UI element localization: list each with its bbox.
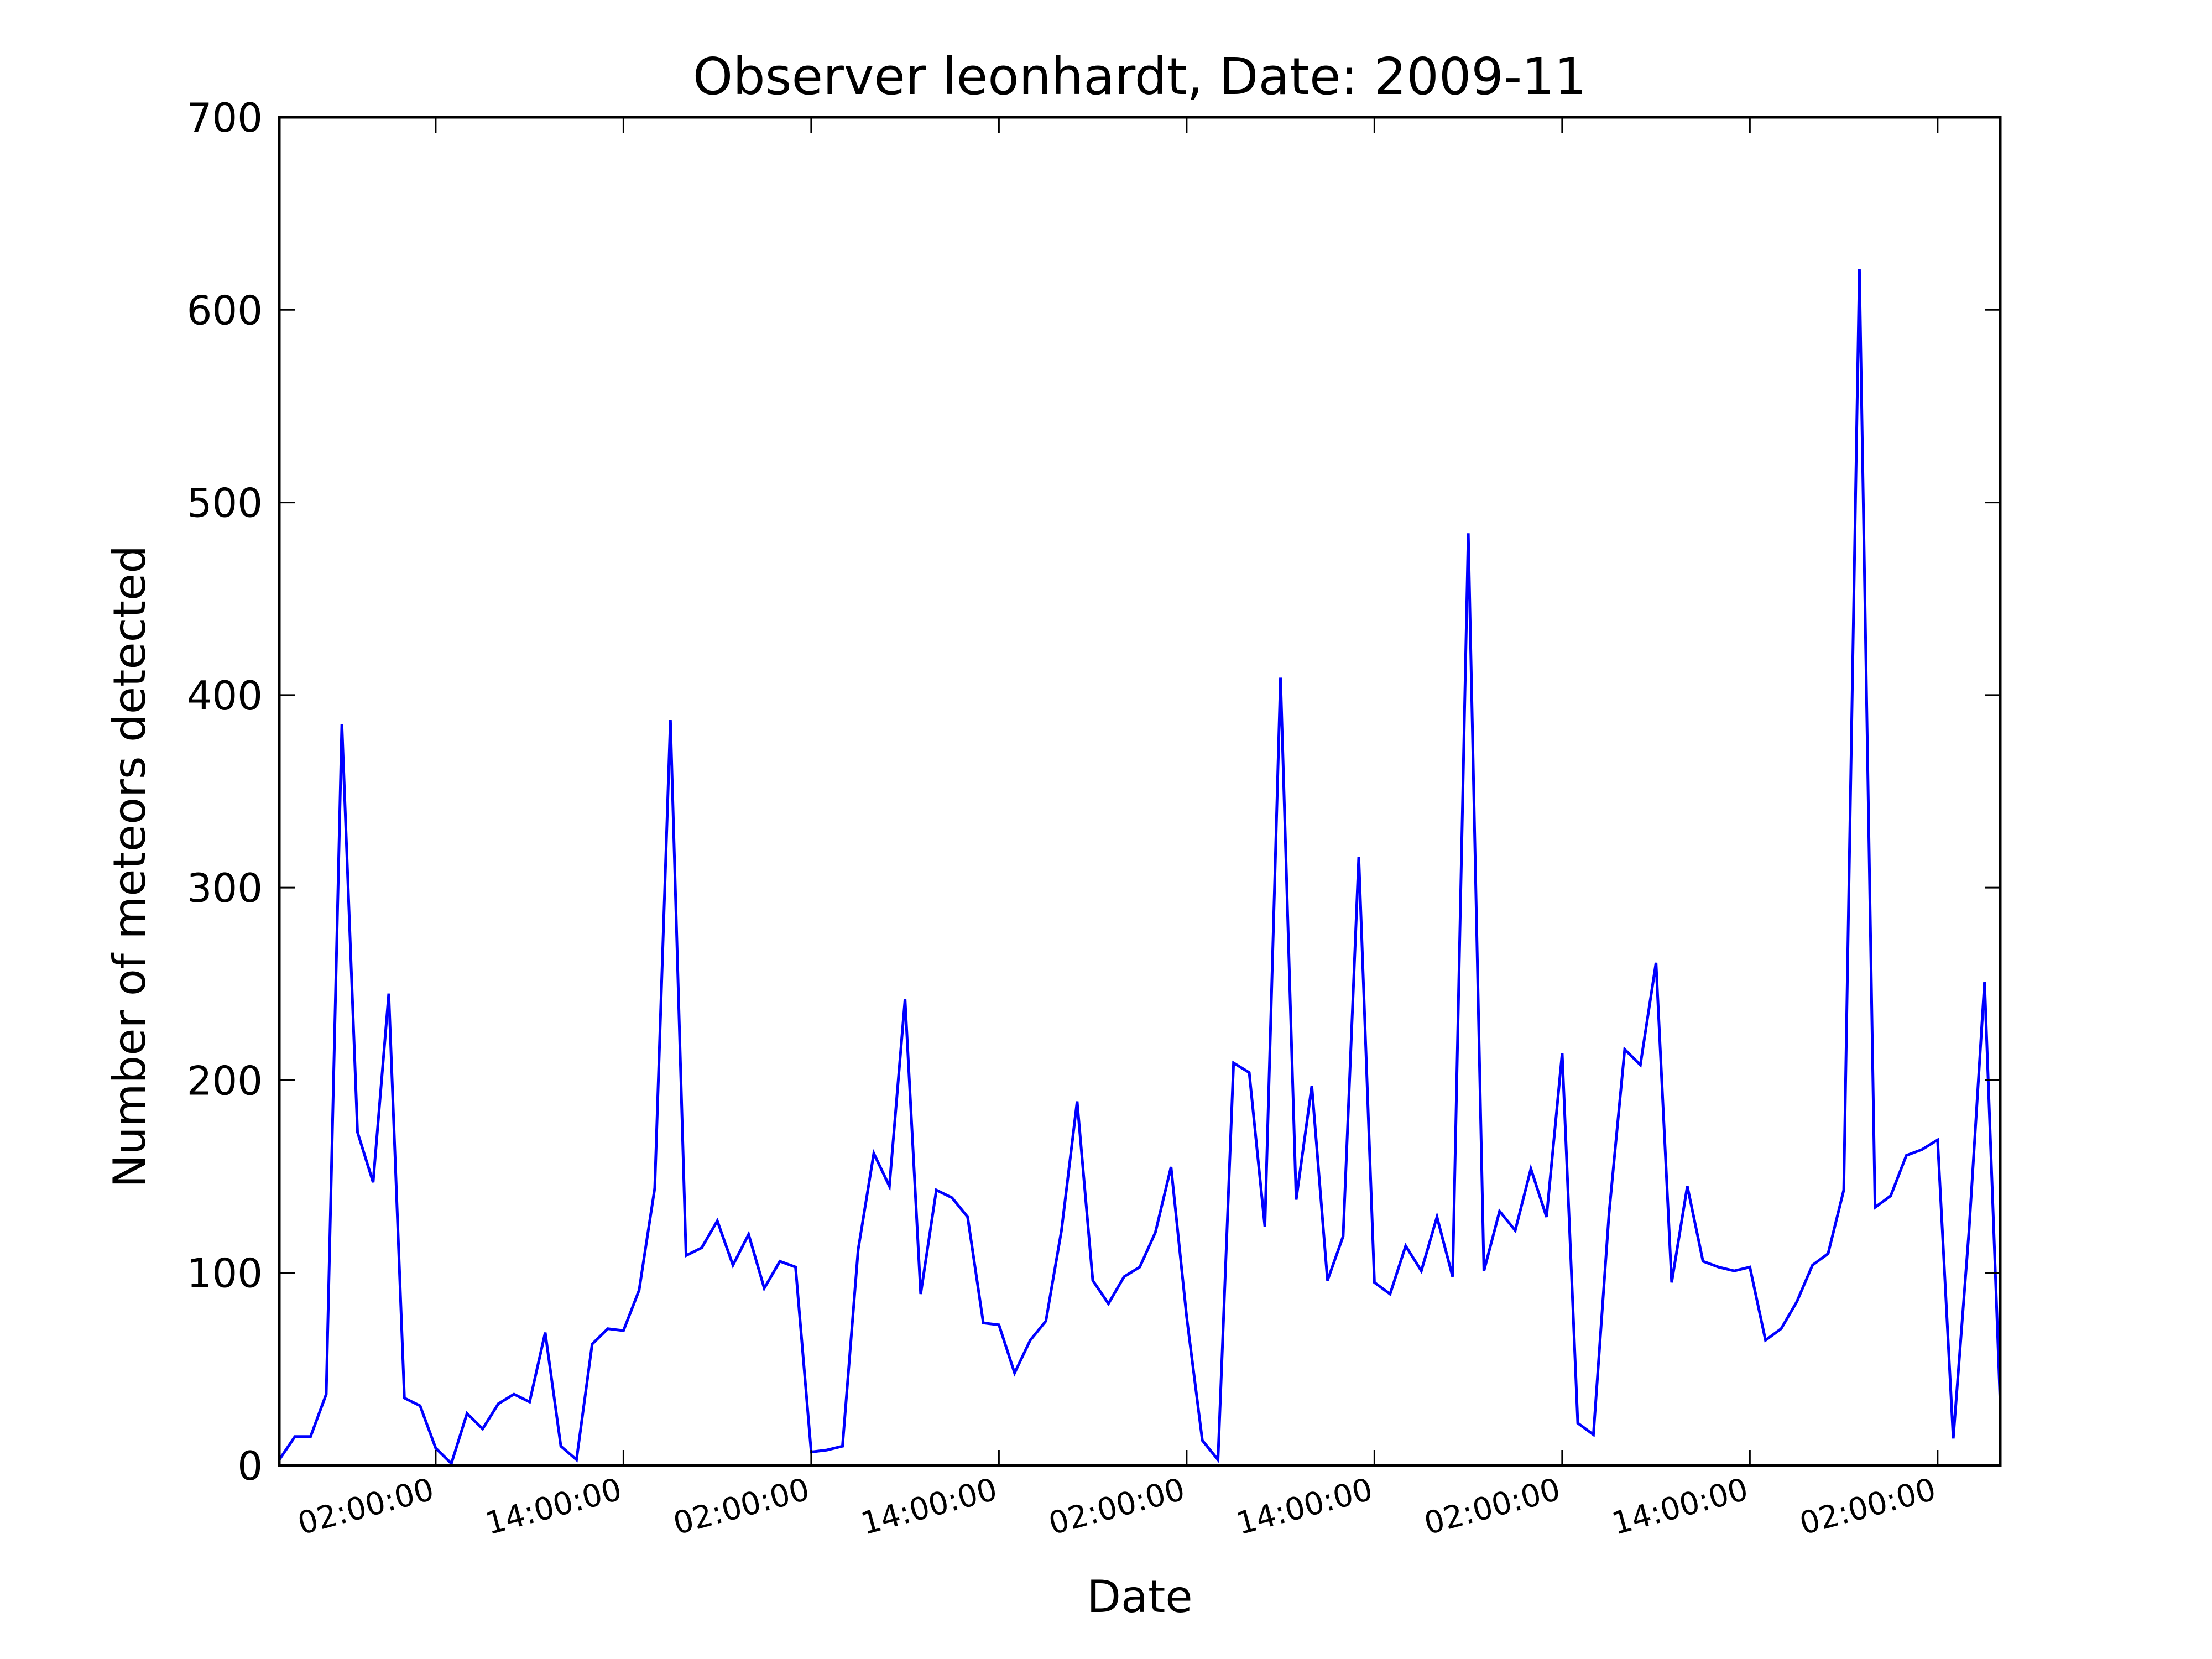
y-axis-label: Number of meteors detected [104,545,155,1188]
y-tick-label: 700 [187,95,263,141]
y-tick-label: 300 [187,865,263,911]
y-tick-label: 100 [187,1250,263,1297]
chart-title: Observer leonhardt, Date: 2009-11 [693,47,1587,106]
y-tick-label: 500 [187,480,263,526]
x-axis-label: Date [1087,1571,1192,1623]
plot-frame [278,116,2002,1467]
plot-area [278,269,2002,1467]
y-tick-label: 600 [187,287,263,333]
series-line [278,269,2002,1467]
y-axis: 0 100 200 300 400 500 600 700 [187,95,2000,1489]
y-tick-label: 400 [187,672,263,719]
y-tick-label: 200 [187,1057,263,1104]
y-tick-label: 0 [237,1443,263,1489]
